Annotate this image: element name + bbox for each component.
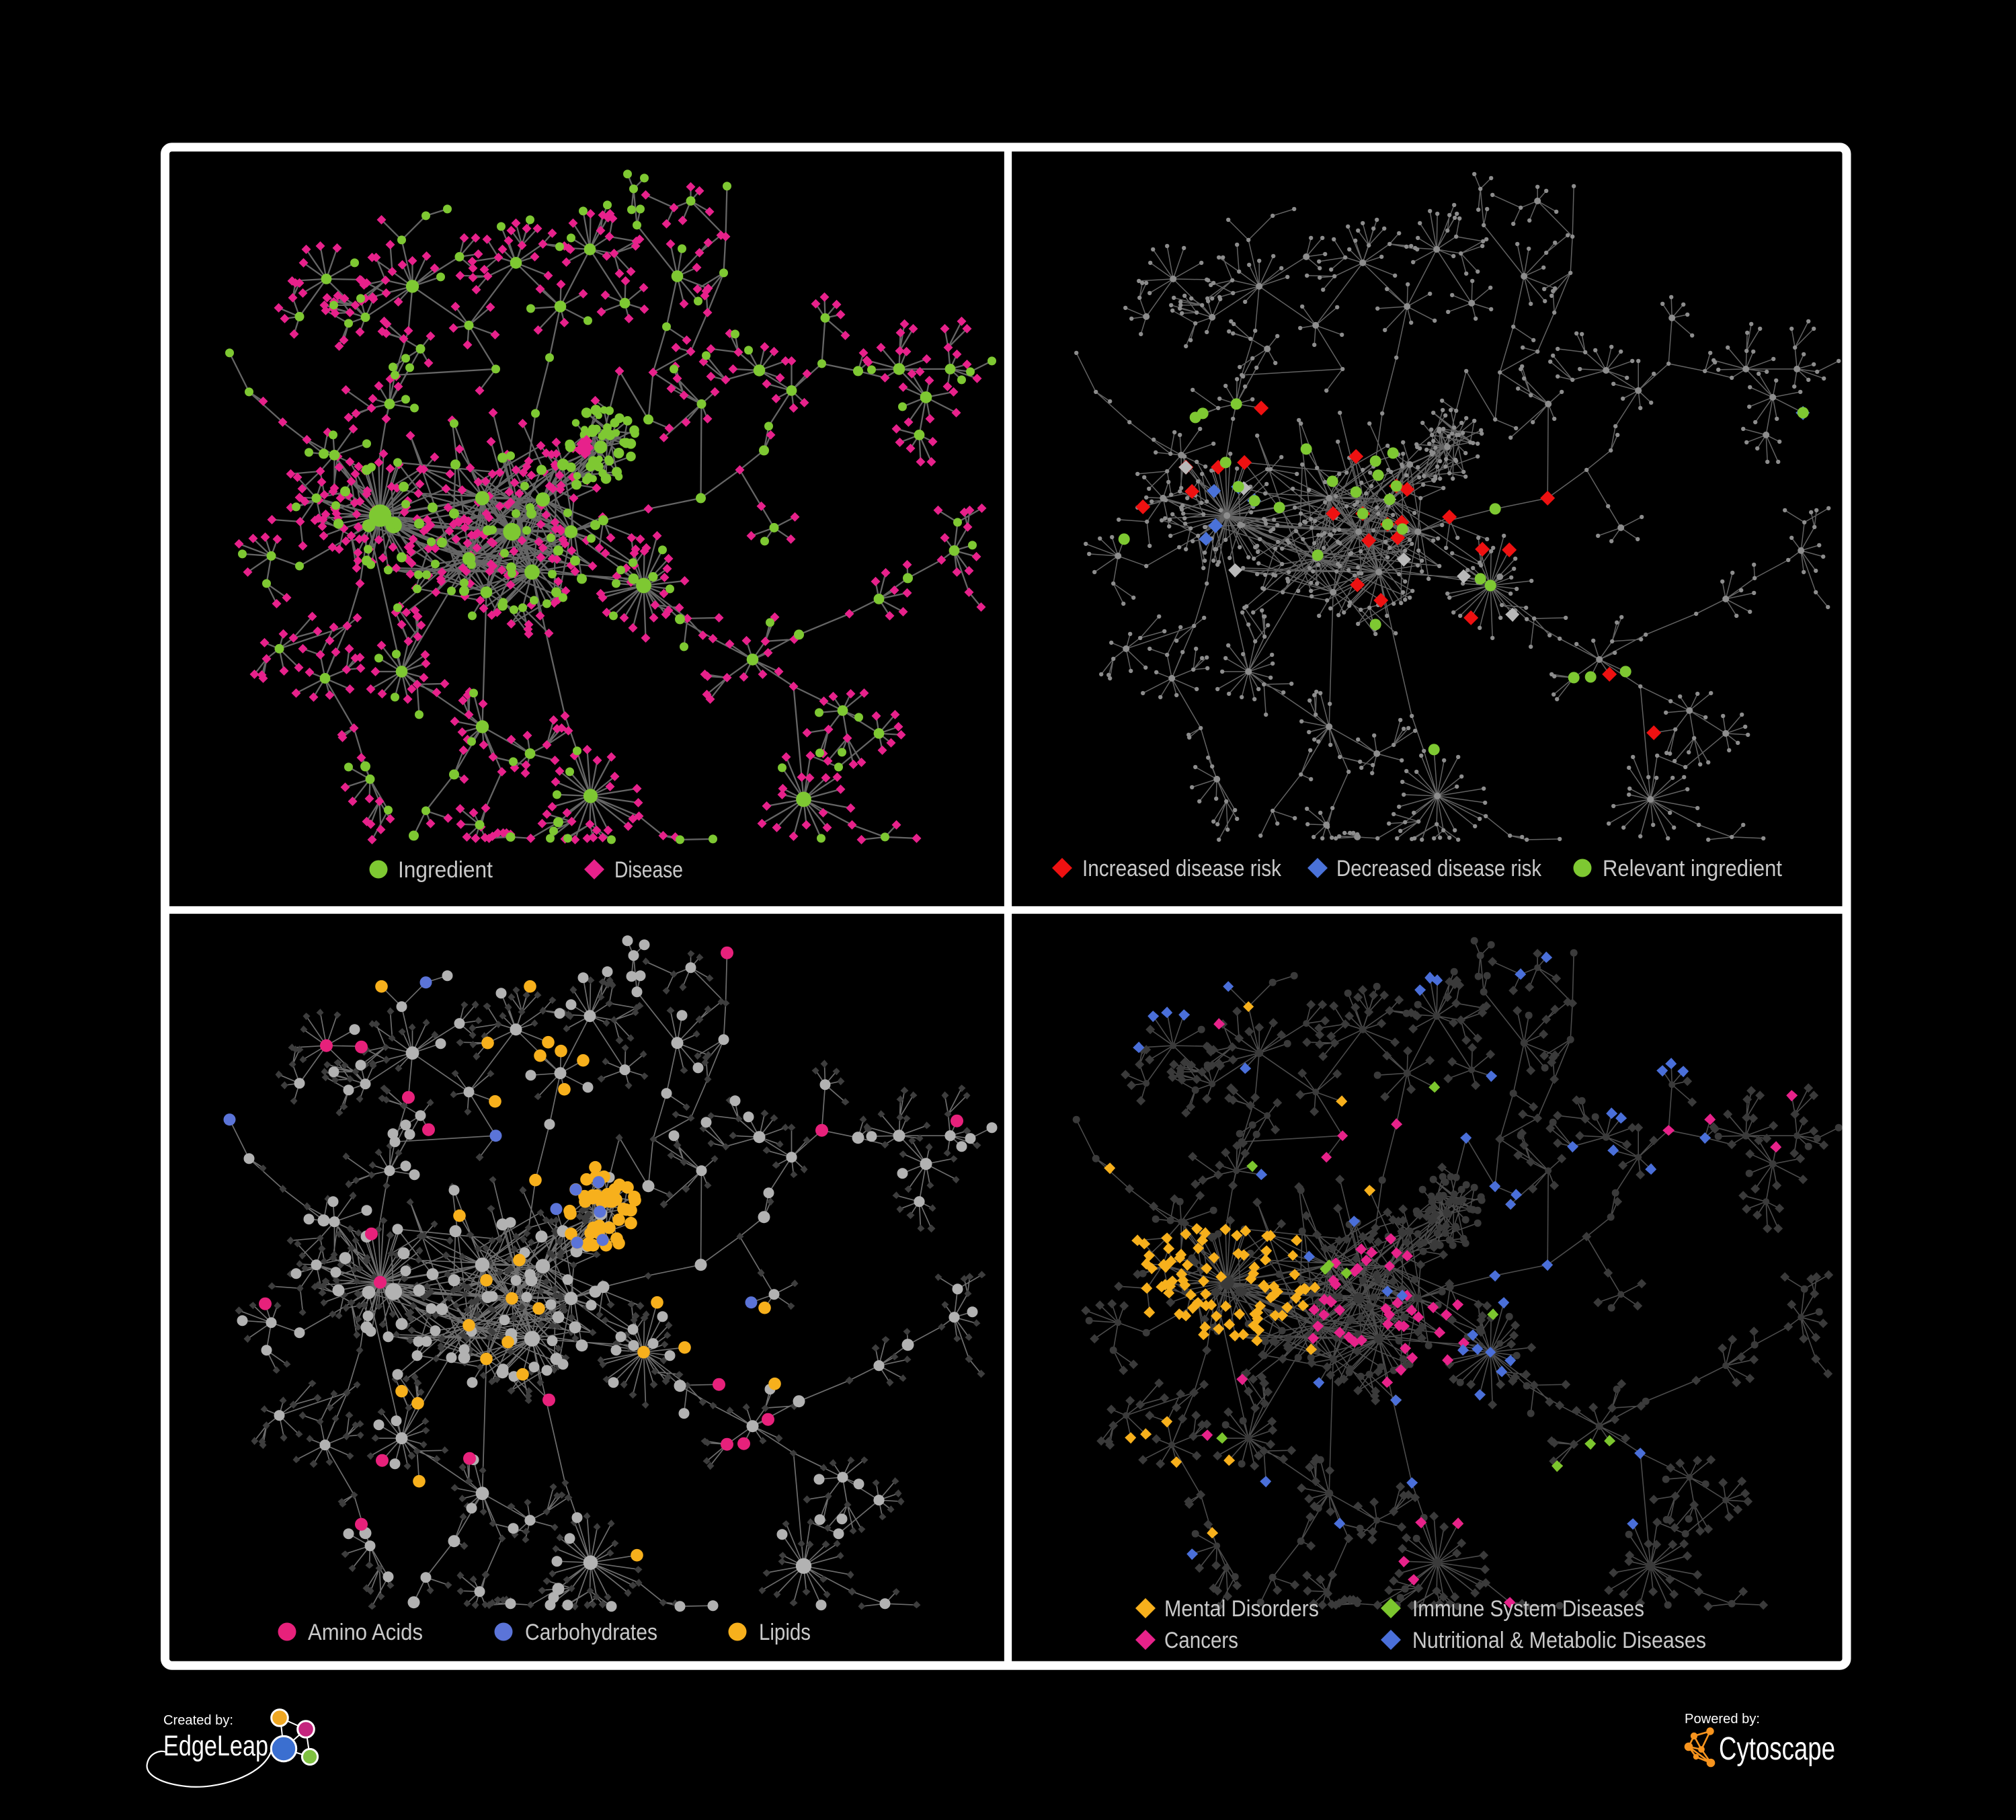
svg-text:Nutritional & Metabolic Diseas: Nutritional & Metabolic Diseases: [1412, 1628, 1706, 1653]
svg-text:Immune System Diseases: Immune System Diseases: [1412, 1596, 1644, 1622]
svg-text:Relevant ingredient: Relevant ingredient: [1603, 856, 1783, 881]
svg-text:Disease: Disease: [614, 857, 683, 883]
svg-text:Lipids: Lipids: [759, 1620, 811, 1645]
svg-text:Decreased disease risk: Decreased disease risk: [1336, 856, 1542, 881]
svg-text:Carbohydrates: Carbohydrates: [525, 1620, 657, 1645]
svg-text:Increased disease risk: Increased disease risk: [1082, 856, 1282, 881]
svg-text:Amino Acids: Amino Acids: [308, 1620, 423, 1645]
svg-text:Created by:: Created by:: [163, 1713, 233, 1728]
svg-text:Powered by:: Powered by:: [1685, 1712, 1760, 1727]
svg-text:Ingredient: Ingredient: [398, 857, 493, 883]
svg-text:Cancers: Cancers: [1164, 1628, 1238, 1653]
svg-text:EdgeLeap: EdgeLeap: [163, 1730, 268, 1762]
svg-text:Cytoscape: Cytoscape: [1719, 1731, 1835, 1767]
svg-text:Mental Disorders: Mental Disorders: [1164, 1596, 1319, 1622]
